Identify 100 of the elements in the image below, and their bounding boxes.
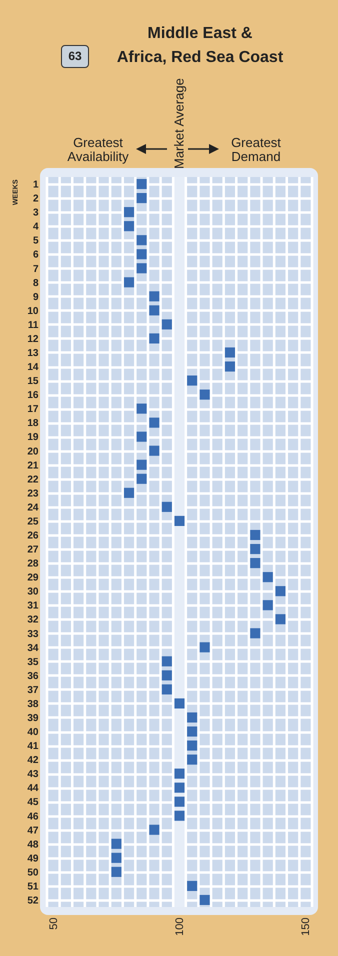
- y-tick-label: 43: [27, 769, 39, 780]
- point: [262, 600, 273, 610]
- point: [124, 207, 134, 218]
- point: [162, 502, 172, 512]
- point: [250, 544, 260, 554]
- point: [136, 432, 147, 442]
- y-tick-label: 32: [27, 614, 39, 626]
- point: [187, 712, 198, 723]
- point: [250, 530, 260, 540]
- point: [250, 628, 260, 638]
- point: [124, 221, 134, 232]
- y-tick-label: 28: [27, 558, 39, 570]
- point: [136, 474, 147, 484]
- point: [174, 698, 185, 708]
- point: [149, 333, 160, 344]
- point: [149, 824, 160, 835]
- y-tick-label: 48: [27, 839, 39, 850]
- point: [187, 376, 198, 386]
- y-tick-label: 1: [32, 180, 39, 191]
- y-tick-label: 52: [27, 895, 39, 906]
- y-tick-label: 4: [32, 222, 39, 233]
- y-tick-label: 39: [27, 712, 39, 724]
- y-tick-label: 41: [27, 741, 39, 752]
- point: [224, 361, 236, 372]
- text: Greatest Demand: [230, 135, 282, 164]
- point: [275, 586, 286, 596]
- point: [200, 642, 210, 652]
- y-tick-label: 24: [27, 502, 39, 514]
- y-tick-label: 50: [27, 867, 39, 878]
- y-tick-label: 10: [27, 306, 39, 317]
- y-tick-label: 16: [27, 390, 39, 402]
- point: [149, 446, 160, 456]
- y-tick-label: 35: [27, 656, 39, 668]
- y-tick-label: 13: [27, 348, 39, 359]
- point: [111, 866, 122, 877]
- y-tick-label: 26: [27, 530, 39, 542]
- y-tick-label: 20: [27, 446, 39, 458]
- point: [174, 768, 185, 779]
- point: [149, 291, 160, 302]
- y-tick-label: 5: [32, 236, 39, 247]
- y-tick-label: 29: [27, 572, 39, 584]
- band-label: Market Average: [172, 78, 186, 169]
- y-tick-label: 49: [27, 853, 39, 864]
- y-tick-label: 21: [27, 460, 39, 472]
- point: [174, 810, 185, 821]
- y-tick-label: 34: [27, 642, 39, 654]
- point: [174, 516, 185, 526]
- y-tick-label: 46: [27, 811, 39, 822]
- point: [124, 277, 134, 288]
- point: [187, 754, 198, 765]
- chart-title: Middle East & Africa, Red Sea Coast: [116, 24, 284, 68]
- y-tick-label: 6: [32, 250, 39, 261]
- y-tick-label: 19: [27, 432, 39, 444]
- point: [136, 263, 147, 274]
- point: [136, 249, 147, 260]
- point: [262, 572, 273, 582]
- point: [162, 670, 172, 680]
- y-tick-label: 23: [27, 488, 39, 500]
- y-tick-label: 40: [27, 727, 39, 738]
- y-tick-label: 36: [27, 670, 39, 682]
- y-tick-label: 22: [27, 474, 39, 486]
- y-tick-label: 33: [27, 628, 39, 640]
- y-tick-label: 14: [27, 362, 39, 374]
- y-tick-label: 45: [27, 797, 39, 808]
- point: [111, 838, 122, 849]
- y-tick-label: 30: [27, 586, 39, 598]
- point: [136, 178, 147, 190]
- point: [149, 305, 160, 316]
- point: [111, 852, 122, 863]
- point: [149, 418, 160, 428]
- y-tick-label: 8: [32, 278, 39, 289]
- y-tick-label: 12: [27, 334, 39, 345]
- y-tick-label: 11: [28, 320, 39, 331]
- text: 63: [61, 45, 89, 68]
- x-tick-label: 150: [300, 918, 312, 936]
- point: [250, 558, 260, 568]
- point: [136, 193, 147, 204]
- y-tick-label: 15: [27, 376, 39, 388]
- point: [200, 894, 210, 906]
- point: [136, 460, 147, 470]
- x-tick-label: 100: [174, 918, 186, 936]
- point: [200, 390, 210, 400]
- y-tick-label: 42: [27, 755, 39, 766]
- y-tick-label: 51: [27, 881, 39, 892]
- point: [136, 404, 147, 414]
- y-tick-label: 17: [27, 404, 39, 416]
- y-tick-label: 18: [27, 418, 39, 430]
- y-tick-label: 3: [32, 208, 39, 219]
- point: [187, 740, 198, 751]
- point: [124, 488, 134, 498]
- y-tick-label: 44: [27, 783, 39, 794]
- point: [275, 614, 286, 624]
- y-tick-label: 25: [27, 516, 39, 528]
- y-tick-label: 2: [32, 194, 39, 205]
- y-tick-label: 7: [32, 264, 39, 275]
- x-tick-label: 50: [48, 918, 60, 930]
- point: [162, 319, 172, 330]
- point: [187, 880, 198, 891]
- point: [224, 347, 236, 358]
- text: Greatest Availability: [66, 135, 130, 164]
